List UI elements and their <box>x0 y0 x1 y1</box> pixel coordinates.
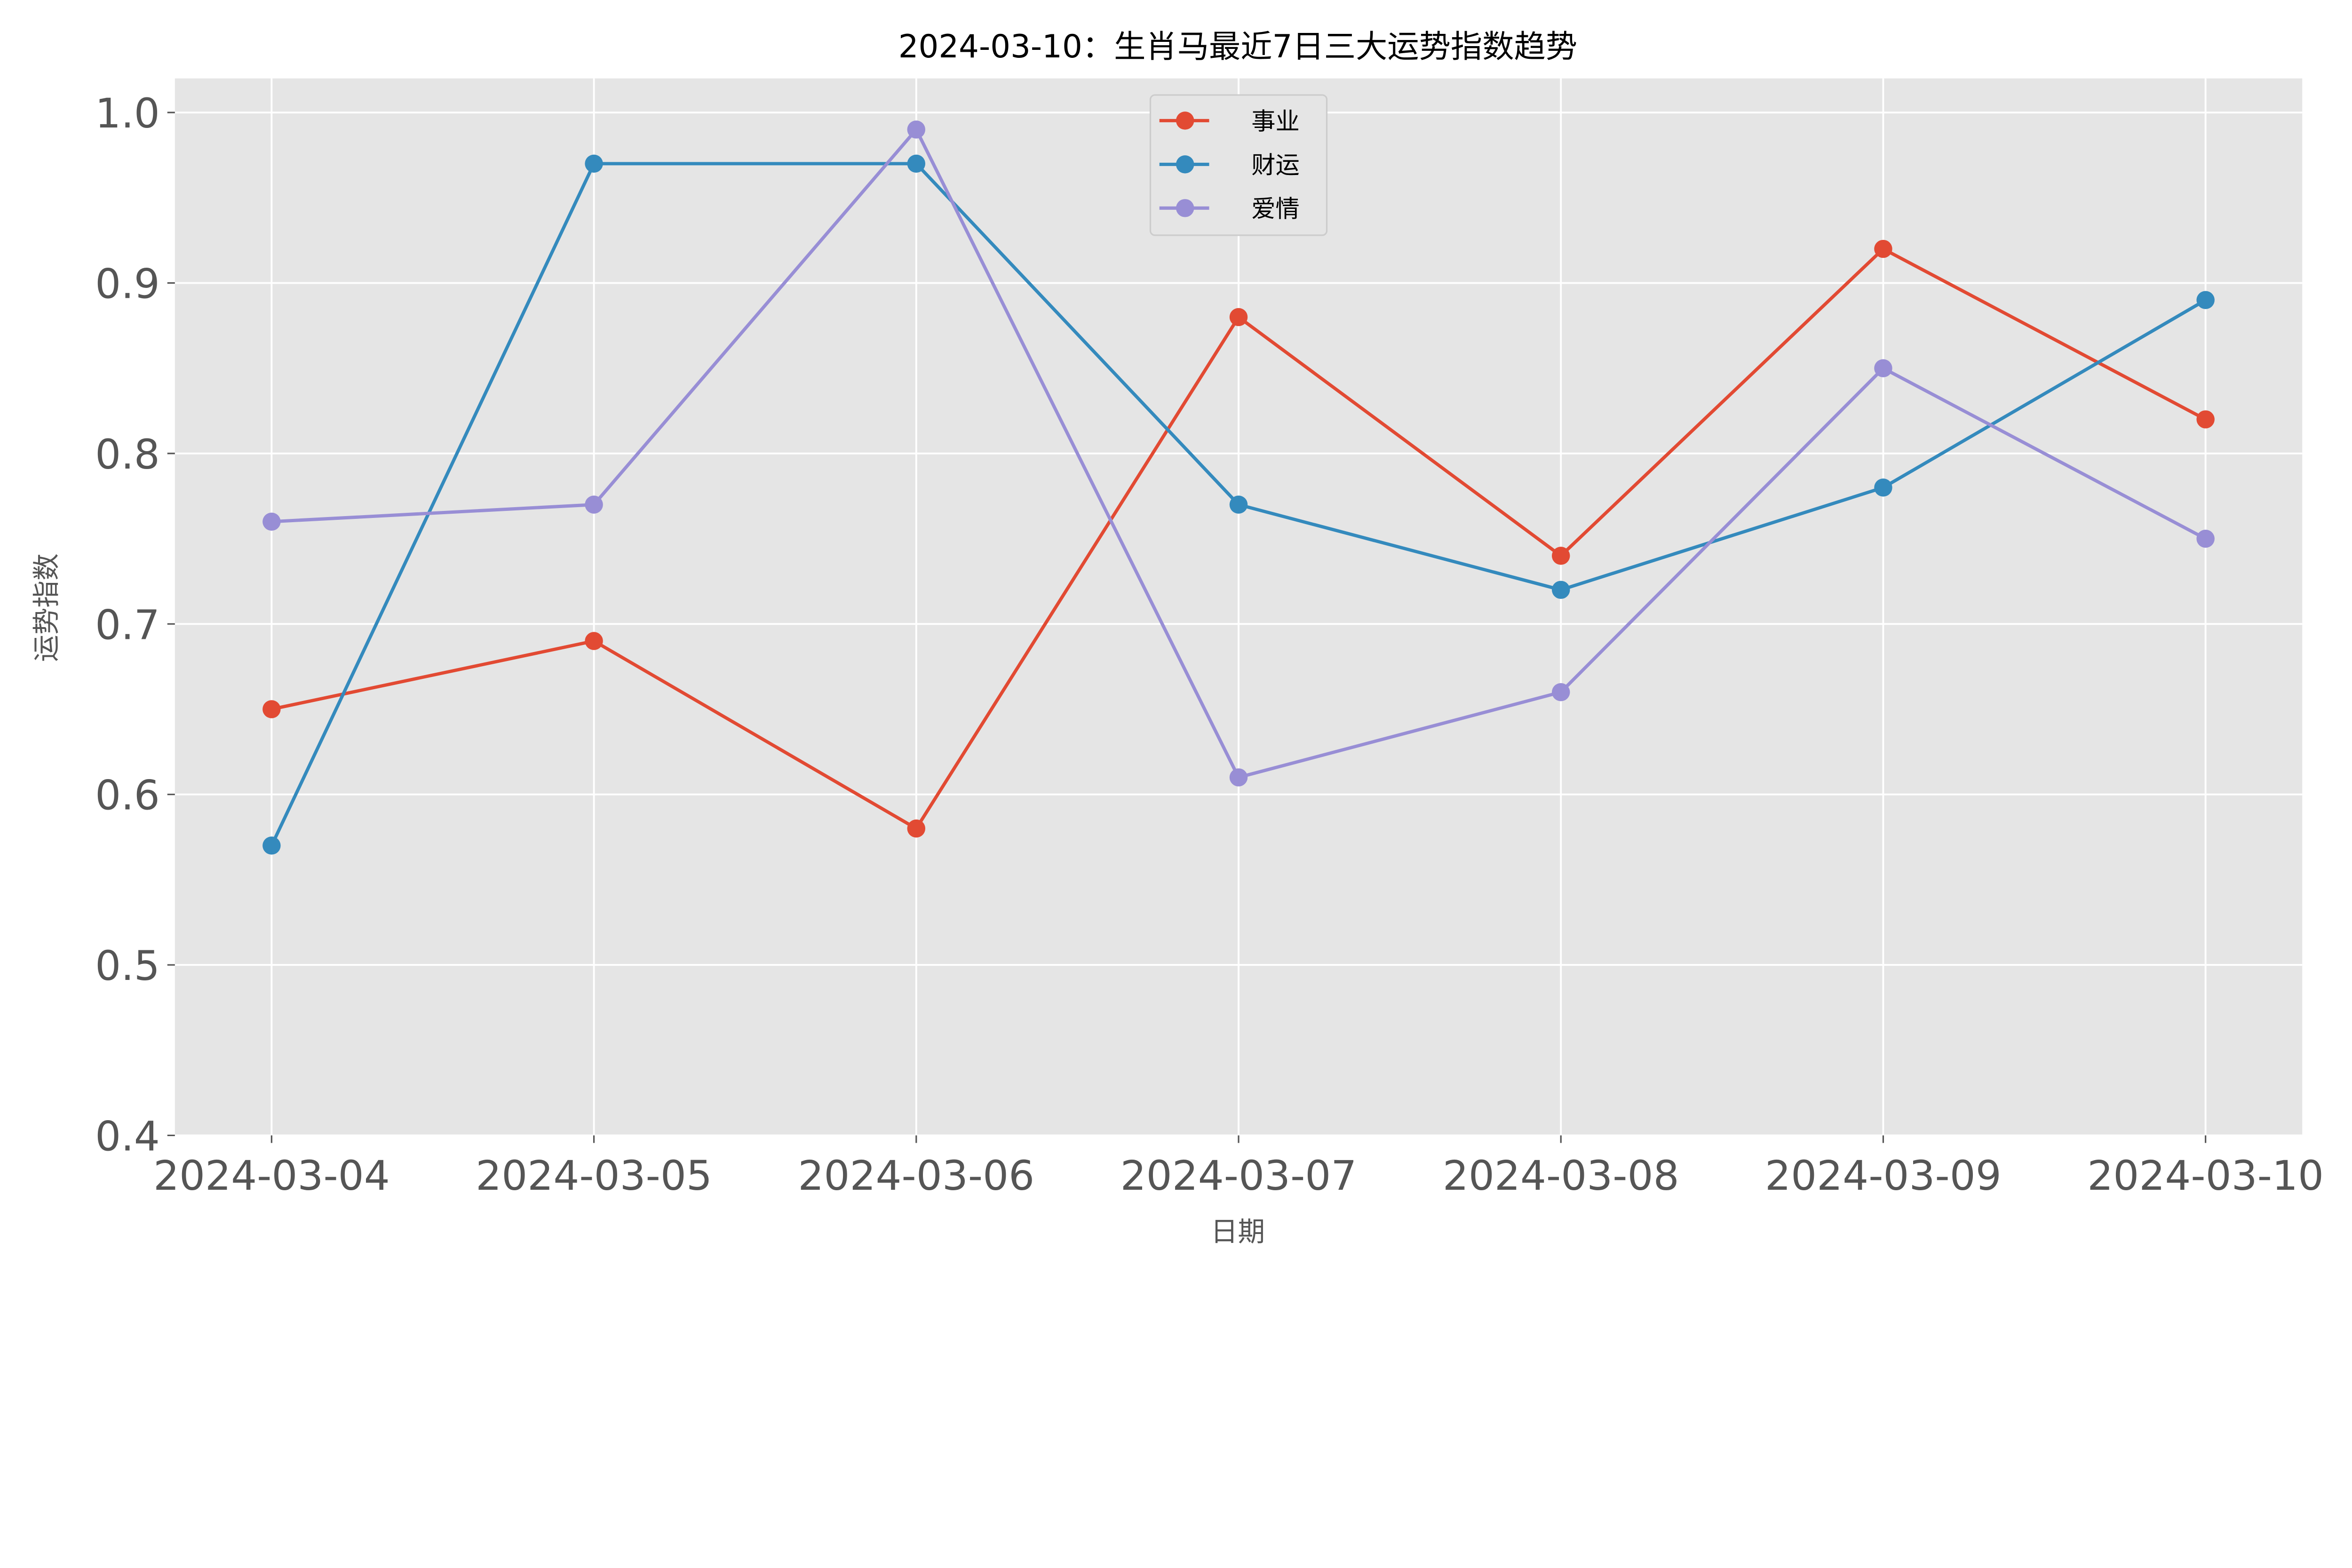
legend-marker <box>1176 199 1194 217</box>
data-point <box>262 512 281 531</box>
data-point <box>907 154 926 173</box>
x-tick-label: 2024-03-07 <box>1120 1153 1357 1200</box>
data-point <box>2196 410 2215 429</box>
y-tick-label: 0.4 <box>95 1114 160 1161</box>
data-point <box>2196 529 2215 548</box>
y-axis-label: 运势指数 <box>31 553 63 662</box>
y-tick-label: 0.5 <box>95 943 160 990</box>
data-point <box>1874 359 1892 377</box>
data-point <box>585 154 603 173</box>
legend-marker <box>1176 155 1194 174</box>
chart-title: 2024-03-10：生肖马最近7日三大运势指数趋势 <box>898 28 1577 65</box>
data-point <box>1229 768 1248 787</box>
x-tick-label: 2024-03-09 <box>1765 1153 2002 1200</box>
data-point <box>1874 478 1892 497</box>
x-tick-label: 2024-03-04 <box>153 1153 390 1200</box>
legend-label: 事业 <box>1251 108 1300 136</box>
y-tick-label: 1.0 <box>95 90 160 137</box>
data-point <box>1551 683 1570 701</box>
legend-marker <box>1176 111 1194 130</box>
data-point <box>1551 581 1570 599</box>
y-tick-label: 0.6 <box>95 772 160 820</box>
x-axis-label: 日期 <box>1211 1216 1265 1248</box>
data-point <box>585 632 603 650</box>
y-tick-label: 0.8 <box>95 431 160 478</box>
data-point <box>1229 308 1248 326</box>
y-tick-label: 0.9 <box>95 261 160 308</box>
line-chart: 2024-03-04 2024-03-05 2024-03-06 2024-03-07… <box>31 28 2324 1248</box>
series-2 <box>262 120 2215 787</box>
legend-label: 爱情 <box>1251 195 1300 223</box>
series-1 <box>262 154 2215 855</box>
data-point <box>1874 239 1892 258</box>
x-tick-label: 2024-03-08 <box>1443 1153 1679 1200</box>
data-point <box>907 120 926 139</box>
data-point <box>585 495 603 514</box>
legend-label: 财运 <box>1251 151 1300 180</box>
y-tick-label: 0.7 <box>95 602 160 649</box>
data-point <box>1229 495 1248 514</box>
data-point <box>1551 547 1570 565</box>
x-tick-label: 2024-03-06 <box>798 1153 1034 1200</box>
series-0 <box>262 239 2215 838</box>
x-ticks: 2024-03-04 2024-03-05 2024-03-06 2024-03-07… <box>153 1135 2324 1200</box>
data-point <box>907 819 926 838</box>
x-tick-label: 2024-03-10 <box>2087 1153 2324 1200</box>
data-point <box>262 700 281 718</box>
x-tick-label: 2024-03-05 <box>476 1153 712 1200</box>
data-point <box>262 836 281 855</box>
y-ticks: 0.4 0.5 0.6 0.7 0.8 0.9 1.0 <box>95 90 175 1161</box>
legend-box <box>1149 94 1328 236</box>
series-lines <box>262 120 2215 855</box>
data-point <box>2196 291 2215 309</box>
